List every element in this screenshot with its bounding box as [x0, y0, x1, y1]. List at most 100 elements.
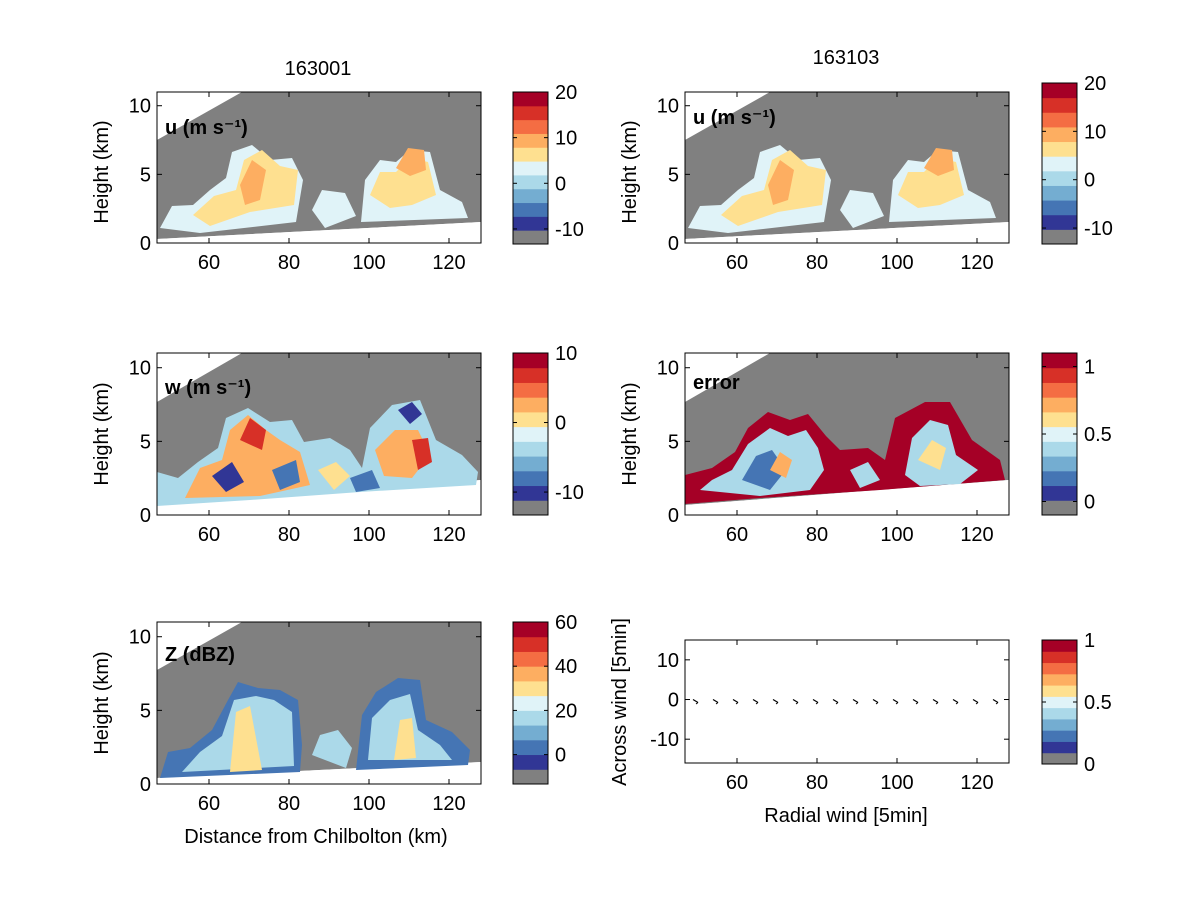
colorbar-tick-label: 1	[1084, 357, 1095, 379]
x-tick-label: 60	[726, 524, 748, 546]
colorbar-segment	[1042, 752, 1077, 765]
panel-w: w (m s⁻¹)	[156, 352, 482, 516]
colorbar-segment	[513, 769, 548, 785]
colorbar-segment	[1042, 353, 1077, 369]
y-tick-label: 0	[668, 505, 679, 527]
wind-arrow	[952, 699, 959, 705]
y-tick-label: 5	[140, 164, 151, 186]
colorbar-segment	[1042, 97, 1077, 113]
colorbar-segment	[513, 411, 548, 428]
colorbar: 60 40 20 0	[512, 612, 577, 785]
colorbar-segment	[513, 216, 548, 231]
wind-arrow	[852, 699, 859, 705]
colorbar-segment	[1042, 185, 1077, 201]
x-tick-label: 60	[726, 252, 748, 274]
colorbar: 10.50	[1041, 630, 1112, 776]
panel-w-label: w (m s⁻¹)	[164, 377, 251, 399]
colorbar-segment	[1042, 229, 1077, 245]
colorbar-segment	[513, 105, 548, 121]
colorbar-tick-label: -10	[1084, 218, 1113, 240]
x-tick-label: 80	[806, 252, 828, 274]
colorbar-segment	[513, 353, 548, 369]
x-tick-label: 60	[198, 524, 220, 546]
colorbar-segment	[513, 133, 548, 148]
x-tick-label: 80	[278, 524, 300, 546]
panel-u-right-label: u (m s⁻¹)	[693, 107, 776, 129]
colorbar-segment	[513, 174, 548, 190]
colorbar-segment	[1042, 441, 1077, 457]
colorbar-tick-label: 20	[1084, 73, 1106, 95]
colorbar-segment	[513, 754, 548, 770]
colorbar-segment	[513, 739, 548, 756]
colorbar-segment	[1042, 640, 1077, 652]
x-tick-label: 60	[198, 252, 220, 274]
wind-arrow	[912, 699, 919, 705]
colorbar-segment	[1042, 426, 1077, 442]
x-tick-label: 120	[960, 524, 993, 546]
wind-arrow	[732, 699, 739, 705]
colorbar-segment	[513, 92, 548, 107]
wind-arrow	[792, 699, 799, 705]
x-tick-label: 60	[198, 793, 220, 815]
colorbar-segment	[513, 456, 548, 472]
colorbar-tick-label: -10	[555, 219, 584, 241]
ylabel-d: Height (km)	[619, 382, 641, 485]
wind-arrow	[712, 699, 719, 705]
y-tick-label: 10	[129, 96, 151, 118]
y-tick-label: 0	[140, 233, 151, 255]
x-tick-label: 80	[806, 772, 828, 794]
colorbar-segment	[513, 397, 548, 413]
colorbar-segment	[513, 680, 548, 697]
x-tick-label: 100	[352, 524, 385, 546]
wind-arrows	[692, 699, 999, 705]
y-tick-label: 5	[668, 164, 679, 186]
y-tick-label: 10	[657, 96, 679, 118]
ylabel-b: Height (km)	[619, 120, 641, 223]
y-tick-label: 5	[140, 700, 151, 722]
colorbar-segment	[1042, 200, 1077, 216]
colorbar-segment	[1042, 170, 1077, 186]
x-tick-label: 100	[352, 252, 385, 274]
y-tick-label: 0	[668, 690, 679, 712]
colorbar-segment	[513, 485, 548, 501]
colorbar-segment	[1042, 214, 1077, 230]
y-tick-label: 0	[140, 774, 151, 796]
x-tick-label: 100	[880, 772, 913, 794]
colorbar-tick-label: 20	[555, 700, 577, 722]
colorbar-segment	[1042, 141, 1077, 157]
colorbar-segment	[1042, 673, 1077, 686]
colorbar-segment	[1042, 741, 1077, 754]
colorbar: 20 10 0 -10	[1041, 73, 1113, 245]
colorbar-segment	[513, 725, 548, 741]
title-right: 163103	[813, 47, 880, 69]
colorbar-segment	[513, 119, 548, 134]
colorbar-segment	[1042, 485, 1077, 501]
colorbar-segment	[513, 695, 548, 711]
colorbar-segment	[1042, 382, 1077, 398]
colorbar-segment	[1042, 685, 1077, 697]
y-tick-label: -10	[650, 729, 679, 751]
panel-u-right: u (m s⁻¹)	[684, 91, 1010, 244]
y-tick-label: 10	[129, 358, 151, 380]
colorbar-segment	[1042, 651, 1077, 664]
x-tick-label: 100	[880, 252, 913, 274]
colorbar-tick-label: 0	[1084, 170, 1095, 192]
y-tick-label: 0	[140, 505, 151, 527]
x-tick-label: 120	[432, 793, 465, 815]
colorbar-tick-label: -10	[555, 482, 584, 504]
title-left: 163001	[285, 58, 352, 80]
wind-arrow	[832, 699, 839, 705]
colorbar-segment	[1042, 112, 1077, 128]
colorbar-segment	[513, 470, 548, 487]
panel-z: Z (dBZ)	[156, 621, 482, 785]
colorbar-segment	[1042, 126, 1077, 143]
colorbar-tick-label: 0	[1084, 754, 1095, 776]
x-tick-label: 80	[806, 524, 828, 546]
colorbar-segment	[513, 651, 548, 667]
panel-error: error	[684, 352, 1010, 516]
y-tick-label: 10	[129, 627, 151, 649]
x-tick-label: 120	[960, 252, 993, 274]
ylabel-a: Height (km)	[91, 120, 113, 223]
